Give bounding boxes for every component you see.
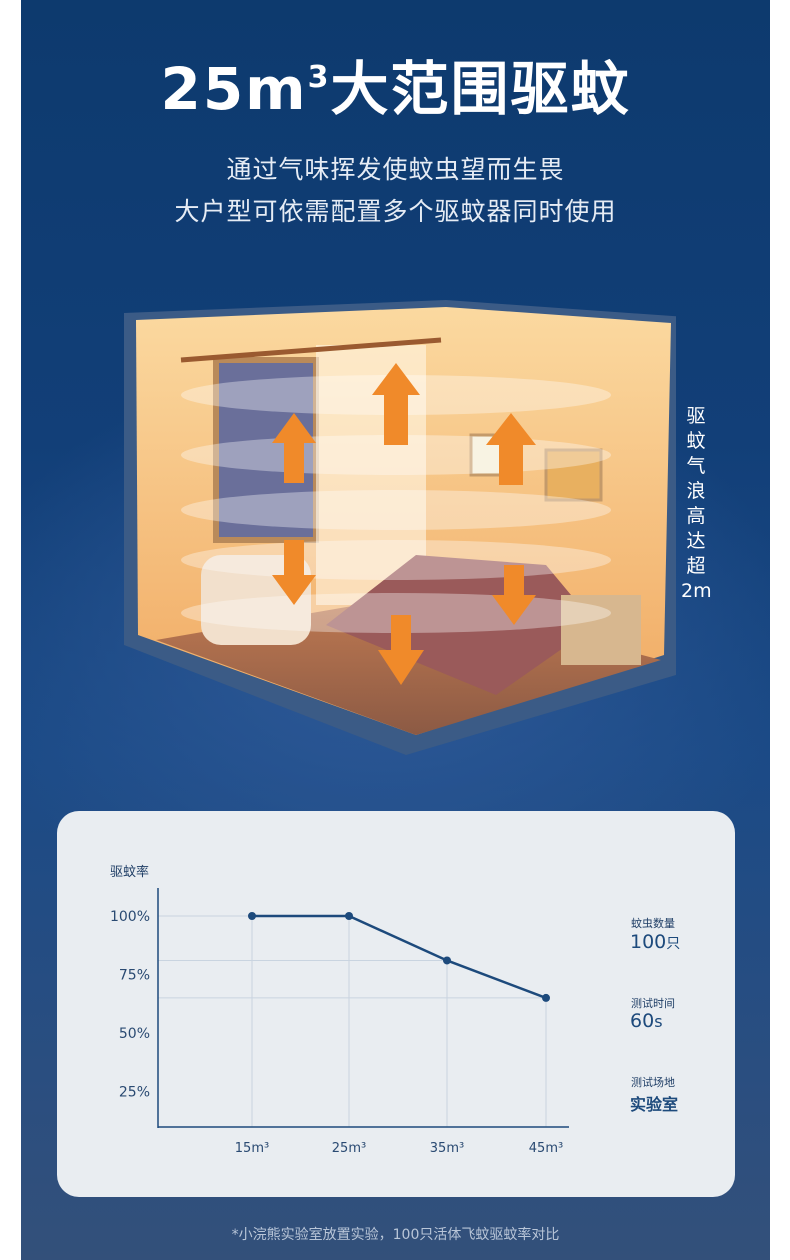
side-char: 蚊 [686,430,706,452]
side-char: 浪 [686,480,706,502]
side-char: 达 [686,530,706,552]
y-tick-label: 50% [119,1026,150,1042]
subtitle-line-1: 通过气味挥发使蚊虫望而生畏 [226,155,565,184]
data-point [542,993,550,1002]
x-tick-label: 25m³ [332,1141,366,1156]
stat-value-test-site: 实验室 [630,1095,679,1114]
side-char: 2m [681,580,712,602]
stat-label-mosquito-count: 蚊虫数量 [631,917,675,930]
headline-rest: 大范围驱蚊 [330,55,631,123]
series-line [252,914,547,1000]
side-char: 超 [686,555,706,577]
subtitle-line-2: 大户型可依需配置多个驱蚊器同时使用 [174,197,617,226]
chart-card: 驱蚊率 100% 75% 50% 25% 15m³ 25m³ 35m³ 45m³ 蚊虫数量 … [57,811,735,1197]
data-point [248,912,256,920]
data-point [345,912,353,920]
stat-value-mosquito-count: 100只 [630,931,680,953]
stat-number: 60 [630,1010,655,1032]
footnote: *小浣熊实验室放置实验，100只活体飞蚊驱蚊率对比 [231,1227,560,1243]
stat-unit: 只 [666,936,681,952]
y-tick-label: 25% [119,1085,150,1101]
y-axis-label: 驱蚊率 [110,864,149,880]
x-tick-label: 45m³ [529,1141,563,1156]
side-char: 高 [686,505,706,527]
bedroom-illustration [124,300,676,755]
stat-label-test-site: 测试场地 [631,1076,675,1089]
stat-unit: s [654,1012,663,1031]
side-char: 气 [686,455,706,477]
y-tick-label: 75% [119,968,150,984]
headline-main: 25m [160,55,308,123]
bed [326,555,596,695]
airflow-arrows [272,363,536,685]
airflow-height-label: 驱 蚊 气 浪 高 达 超 2m [681,404,712,604]
y-tick-label: 100% [110,909,150,925]
stat-label-test-time: 测试时间 [631,997,675,1010]
headline-sup: 3 [307,60,331,95]
data-point [443,956,451,965]
stat-number: 100 [630,931,667,953]
x-tick-label: 15m³ [235,1141,269,1156]
stat-value-test-time: 60s [630,1010,663,1032]
headline: 25m3大范围驱蚊 [21,42,770,126]
x-tick-label: 35m³ [430,1141,464,1156]
poster: 25m3大范围驱蚊 通过气味挥发使蚊虫望而生畏 大户型可依需配置多个驱蚊器同时使… [21,0,770,1260]
repellency-chart: 驱蚊率 100% 75% 50% 25% 15m³ 25m³ 35m³ 45m³ [110,864,569,1156]
side-char: 驱 [686,405,706,427]
